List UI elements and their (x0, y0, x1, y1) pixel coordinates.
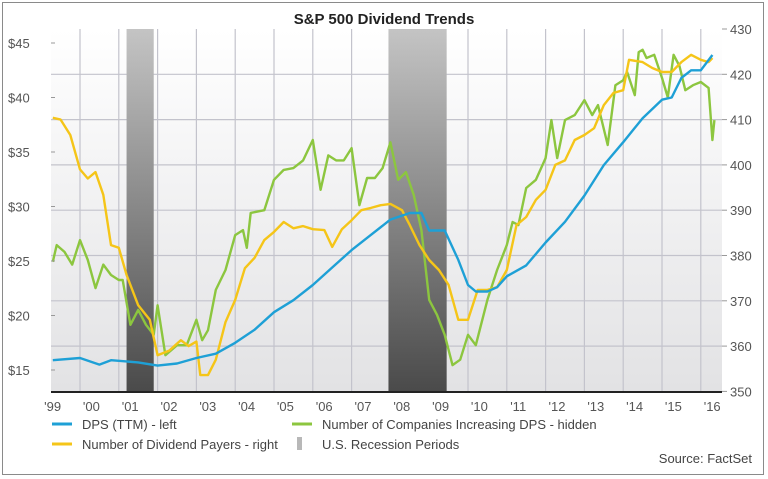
x-tick-label: '01 (122, 399, 139, 414)
left-tick-label: $15 (8, 363, 30, 378)
left-tick-label: $40 (8, 91, 30, 106)
right-axis-ticks: 350 360 370 380 390 400 410 420 430 (722, 22, 752, 399)
x-tick-label: '08 (393, 399, 410, 414)
x-tick-label: '15 (665, 399, 682, 414)
legend-label: U.S. Recession Periods (322, 437, 460, 452)
right-tick-label: 350 (730, 384, 752, 399)
right-tick-label: 370 (730, 294, 752, 309)
x-tick-label: '99 (44, 399, 61, 414)
x-tick-label: '13 (587, 399, 604, 414)
right-tick-label: 380 (730, 249, 752, 264)
series-line-dividend-payers (52, 53, 714, 377)
x-tick-label: '02 (161, 399, 178, 414)
right-tick-label: 400 (730, 158, 752, 173)
x-tick-label: '11 (510, 399, 526, 414)
x-tick-label: '14 (626, 399, 643, 414)
left-tick-label: $25 (8, 254, 30, 269)
legend-label: Number of Dividend Payers - right (82, 437, 278, 452)
right-tick-label: 390 (730, 203, 752, 218)
left-tick-label: $20 (8, 309, 30, 324)
recession-bars (126, 29, 447, 392)
x-axis-ticks: '99 '00 '01 '02 '03 '04 '05 '06 '07 '08 '09 '10 '11 '… (44, 399, 721, 414)
right-tick-label: 360 (730, 339, 752, 354)
x-tick-label: '05 (277, 399, 294, 414)
left-axis-ticks: $15 $20 $25 $30 $35 $40 $45 (8, 36, 55, 378)
x-tick-label: '00 (83, 399, 100, 414)
x-tick-label: '09 (432, 399, 449, 414)
legend-label: DPS (TTM) - left (82, 417, 177, 432)
series-line-companies-increasing (51, 48, 716, 367)
x-tick-label: '12 (549, 399, 566, 414)
series-line-dps (52, 54, 714, 367)
x-tick-label: '04 (238, 399, 255, 414)
right-tick-label: 430 (730, 22, 752, 37)
chart-title: S&P 500 Dividend Trends (294, 11, 475, 28)
left-tick-label: $45 (8, 36, 30, 51)
legend-swatch (297, 437, 302, 450)
series-lines (51, 48, 716, 377)
x-tick-label: '10 (471, 399, 488, 414)
x-tick-label: '03 (199, 399, 216, 414)
recession-bar (126, 29, 154, 392)
source-note: Source: FactSet (659, 451, 753, 466)
left-tick-label: $30 (8, 200, 30, 215)
right-tick-label: 420 (730, 67, 752, 82)
x-tick-label: '07 (355, 399, 372, 414)
x-tick-label: '06 (316, 399, 333, 414)
right-tick-label: 410 (730, 113, 752, 128)
legend-label: Number of Companies Increasing DPS - hid… (322, 417, 597, 432)
left-tick-label: $35 (8, 145, 30, 160)
legend: DPS (TTM) - left Number of Companies Incr… (52, 417, 597, 452)
x-tick-label: '16 (704, 399, 721, 414)
